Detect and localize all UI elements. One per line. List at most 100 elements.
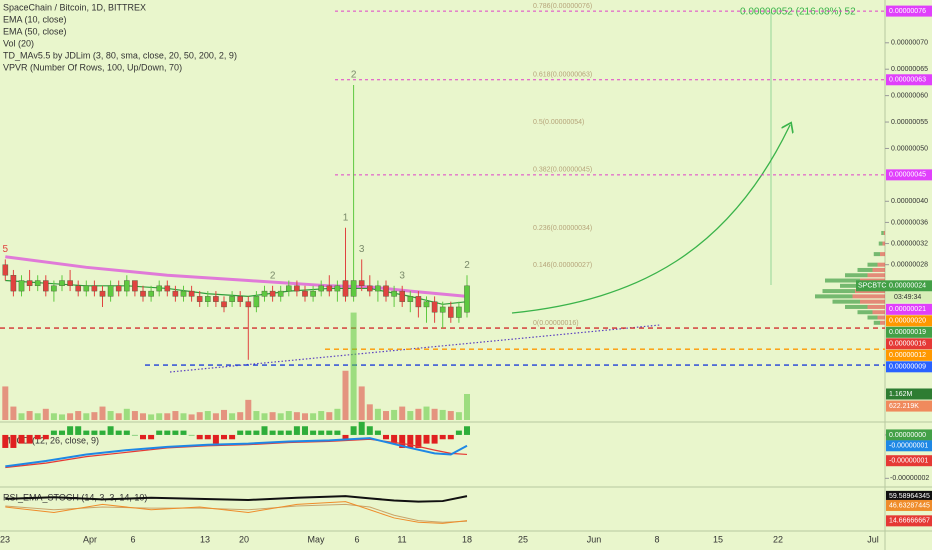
price-badge-label: 0.00000016 (889, 341, 926, 348)
symbol-name: SPCBTC (858, 283, 886, 290)
candle-body (423, 301, 430, 308)
volume-bar (334, 408, 341, 420)
volume-bar (285, 411, 292, 420)
volume-bar (269, 412, 276, 420)
candle-body (448, 306, 454, 318)
price-badge (886, 5, 932, 17)
fib-label: 0.236(0.00000034) (533, 225, 592, 232)
x-tick-label: May (307, 534, 325, 544)
td-label: 1 (343, 212, 349, 223)
macd-hist (407, 434, 414, 448)
macd-hist (172, 430, 179, 435)
price-badge (886, 349, 932, 361)
volume-bar (107, 411, 114, 420)
macd-hist (83, 430, 90, 435)
candle-body (67, 280, 73, 287)
volume-bar (172, 411, 179, 420)
price-badge (886, 490, 932, 502)
macd-hist (50, 430, 57, 435)
td-label: 5 (3, 244, 9, 255)
volume-bar (221, 409, 227, 420)
macd-hist (123, 430, 130, 435)
macd-hist (59, 430, 65, 435)
macd-hist (148, 434, 155, 440)
candle-body (253, 296, 260, 308)
stoch-k (5, 501, 468, 524)
x-tick-label: Jun (587, 534, 602, 544)
macd-hist (10, 434, 17, 448)
volume-bar (318, 411, 325, 420)
volume-bar (350, 312, 357, 420)
candle-body (318, 285, 325, 292)
candle-body (261, 290, 268, 297)
volume-bar (115, 413, 122, 420)
vpvr-up (881, 230, 884, 235)
vpvr-up (845, 304, 868, 309)
candle-body (415, 296, 422, 308)
candle-body (334, 285, 341, 292)
price-badge (886, 499, 932, 511)
volume-bar (140, 413, 146, 420)
volume-bar (310, 413, 317, 420)
macd-hist (2, 434, 9, 448)
vpvr-down (877, 262, 885, 267)
vpvr-up (878, 241, 883, 246)
macd-hist (318, 430, 325, 435)
volume-bar (383, 411, 389, 420)
macd-hist (26, 434, 33, 444)
price-badge (886, 169, 932, 181)
candle-body (123, 280, 130, 292)
volume-bar (253, 411, 260, 420)
countdown: 03:49:34 (894, 294, 921, 301)
price-badge-label: 0.00000076 (889, 8, 926, 15)
macd-hist (229, 434, 236, 440)
volume-bar (407, 411, 414, 420)
volume-bar (75, 411, 82, 420)
price-badge (886, 515, 932, 527)
macd-hist (221, 434, 227, 440)
volume-bar (358, 386, 365, 420)
candle-body (407, 296, 414, 302)
macd-hist (455, 430, 462, 435)
y-tick-label: 0.00000032 (891, 240, 928, 247)
candle-body (237, 296, 244, 302)
vpvr-up (845, 273, 868, 278)
candle-body (213, 296, 219, 302)
macd-hist (261, 426, 268, 435)
vpvr-up (857, 310, 873, 315)
volume-bar (366, 404, 373, 420)
y-tick-label: 0.00000060 (891, 92, 928, 99)
vpvr-up (873, 252, 880, 257)
volume-bar (447, 411, 454, 420)
y-tick-label: 0.00000050 (891, 145, 928, 152)
macd-hist (342, 434, 349, 440)
chart-title: SpaceChain / Bitcoin, 1D, BITTREX (3, 2, 146, 12)
macd-hist (302, 426, 308, 435)
volume-bar (399, 406, 406, 420)
y-tick-label: 0.00000065 (891, 66, 928, 73)
vpvr-down (867, 273, 885, 278)
candle-body (18, 280, 25, 292)
candle-body (310, 290, 316, 297)
y-tick-label: 0.00000055 (891, 119, 928, 126)
price-badge (886, 455, 932, 467)
volume-bar (374, 408, 381, 420)
candle-body (132, 280, 138, 292)
vpvr-down (880, 320, 885, 325)
candle-body (464, 285, 470, 313)
fib-label: 0.786(0.00000076) (533, 3, 592, 10)
symbol-badge (856, 280, 932, 292)
macd-hist (269, 430, 276, 435)
stoch-d (5, 503, 468, 523)
volume-bar (67, 413, 74, 420)
macd-hist (67, 426, 74, 435)
price-badge-label: 0.00000045 (889, 172, 926, 179)
volume-bar (261, 413, 268, 420)
trend-line (169, 324, 661, 373)
volume-bar (26, 411, 33, 420)
volume-bar (180, 413, 187, 420)
macd-hist (196, 434, 203, 440)
vpvr-down (852, 294, 885, 299)
y-tick-label: 0.00000040 (891, 198, 928, 205)
